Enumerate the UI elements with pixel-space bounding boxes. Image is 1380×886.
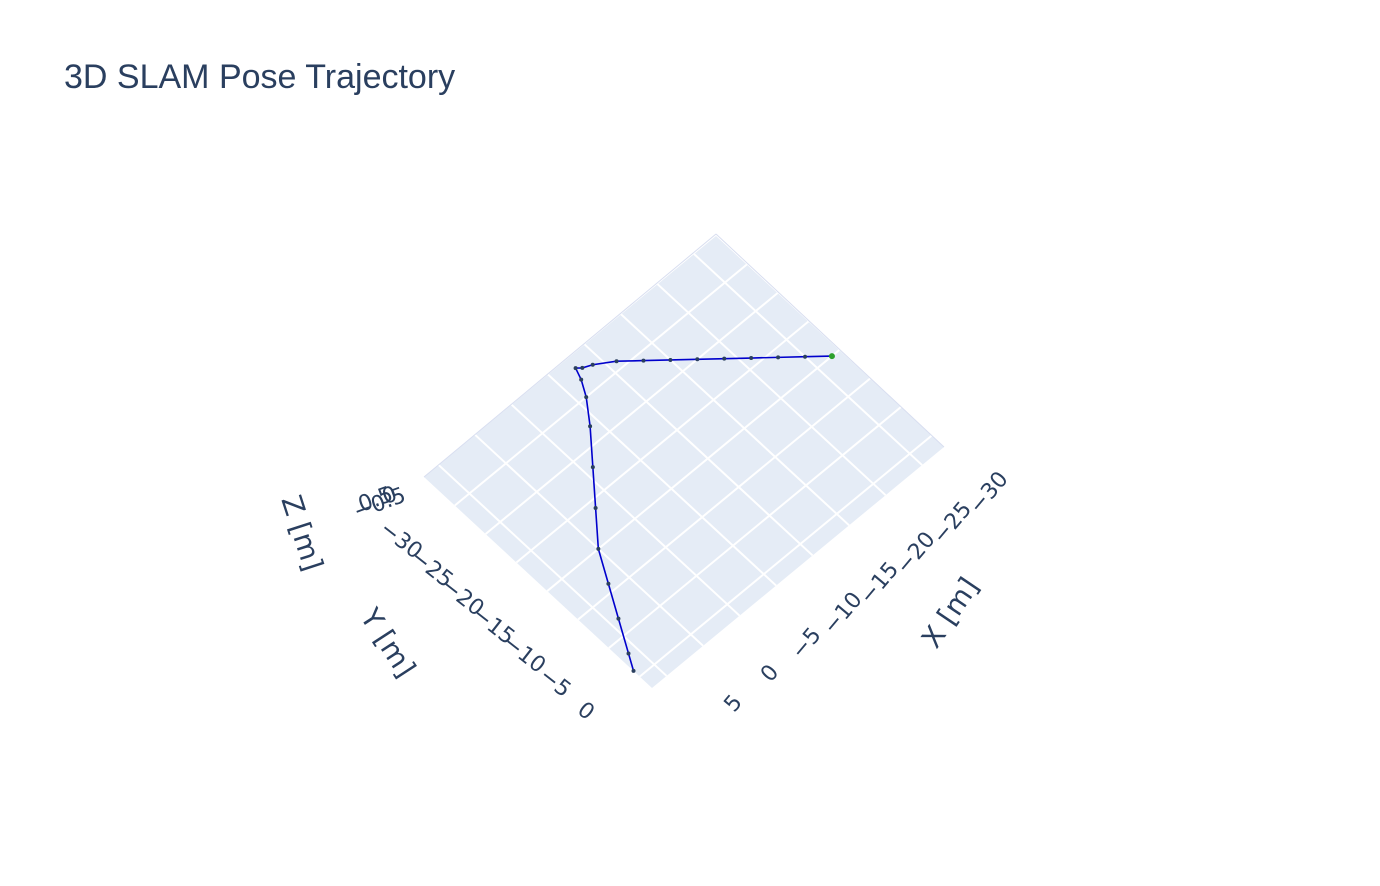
x-grid-line: [510, 403, 741, 617]
pose-marker: [584, 395, 589, 400]
x-tick-label: 5: [720, 690, 748, 717]
y-grid-line: [454, 263, 748, 507]
pose-marker: [695, 357, 700, 362]
x-tick-label: −5: [787, 623, 827, 664]
series-line: [574, 355, 832, 672]
x-grid-line: [656, 283, 887, 496]
trajectory-markers: [573, 353, 835, 673]
pose-marker: [606, 581, 611, 586]
pose-marker: [573, 366, 578, 371]
pose-marker: [803, 354, 808, 359]
pose-marker: [588, 424, 593, 429]
y-tick-label: 0: [572, 697, 598, 725]
x-grid-line: [474, 434, 704, 647]
grid-lines: [423, 233, 945, 678]
scene-floor: [424, 236, 944, 688]
pose-marker: [616, 616, 621, 621]
chart-title: 3D SLAM Pose Trajectory: [64, 58, 456, 96]
pose-marker: [590, 362, 595, 367]
pose-marker: [641, 358, 646, 363]
pose-marker: [631, 668, 636, 673]
x-grid-line: [620, 313, 850, 527]
y-axis-title: Y [m]: [353, 601, 422, 683]
pose-marker: [590, 465, 595, 470]
pose-marker: [626, 651, 631, 656]
x-grid-line: [437, 464, 668, 677]
z-axis-title: Z [m]: [274, 491, 329, 575]
pose-marker: [668, 357, 673, 362]
pose-marker: [579, 377, 584, 382]
trajectory-line: [574, 355, 832, 672]
y-grid-line: [546, 349, 840, 592]
pose-marker: [614, 359, 619, 364]
y-grid-line: [484, 292, 779, 535]
wall-edge: [715, 233, 945, 448]
pose-marker: [580, 365, 585, 370]
pose-marker: [593, 505, 598, 510]
pose-marker: [776, 355, 781, 360]
y-grid-line: [608, 406, 902, 649]
y-grid-line: [639, 434, 933, 678]
floor-plane: [424, 236, 944, 688]
y-grid-line: [515, 320, 810, 564]
x-grid-line: [583, 343, 814, 557]
x-grid-line: [693, 253, 923, 466]
pose-marker: [596, 546, 601, 551]
pose-marker: [749, 356, 754, 361]
x-grid-line: [547, 373, 777, 587]
pose-marker: [828, 353, 835, 360]
pose-marker: [722, 356, 727, 361]
wall-edge: [423, 233, 717, 478]
x-tick-label: 0: [756, 660, 784, 687]
x-axis-title: X [m]: [915, 571, 986, 653]
y-grid-line: [577, 377, 871, 621]
